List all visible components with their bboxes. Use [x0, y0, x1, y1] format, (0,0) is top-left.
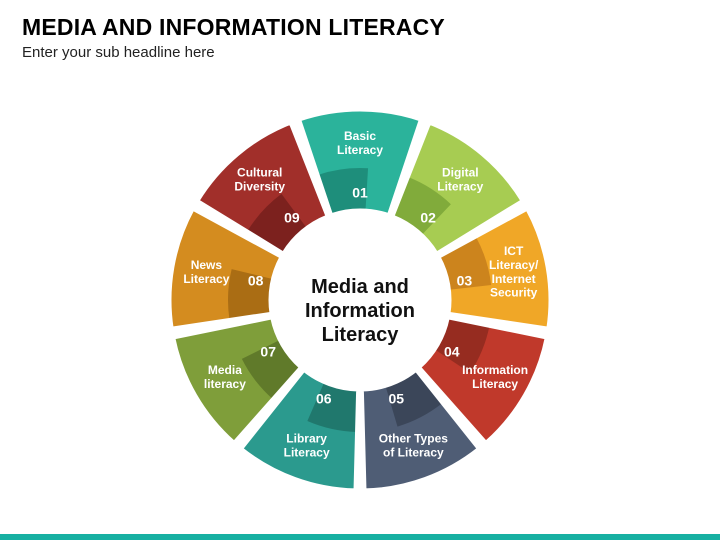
segment-number: 02	[420, 210, 436, 226]
segment-number: 09	[284, 210, 300, 226]
segment-label: Medialiteracy	[204, 363, 246, 391]
segment-number: 08	[248, 272, 264, 288]
segment-label: Other Typesof Literacy	[379, 432, 448, 460]
accent-bar	[0, 534, 720, 540]
page-subtitle: Enter your sub headline here	[22, 44, 215, 61]
page-title: MEDIA AND INFORMATION LITERACY	[22, 14, 445, 41]
segment-number: 06	[316, 390, 332, 406]
segment-number: 05	[388, 390, 404, 406]
ring-center-label: Media and Information Literacy	[270, 275, 450, 347]
segment-label: CulturalDiversity	[234, 166, 285, 194]
segment-label: DigitalLiteracy	[437, 166, 483, 194]
segment-number: 01	[352, 185, 368, 201]
segment-label: LibraryLiteracy	[284, 432, 330, 460]
segment-number: 03	[457, 272, 473, 288]
